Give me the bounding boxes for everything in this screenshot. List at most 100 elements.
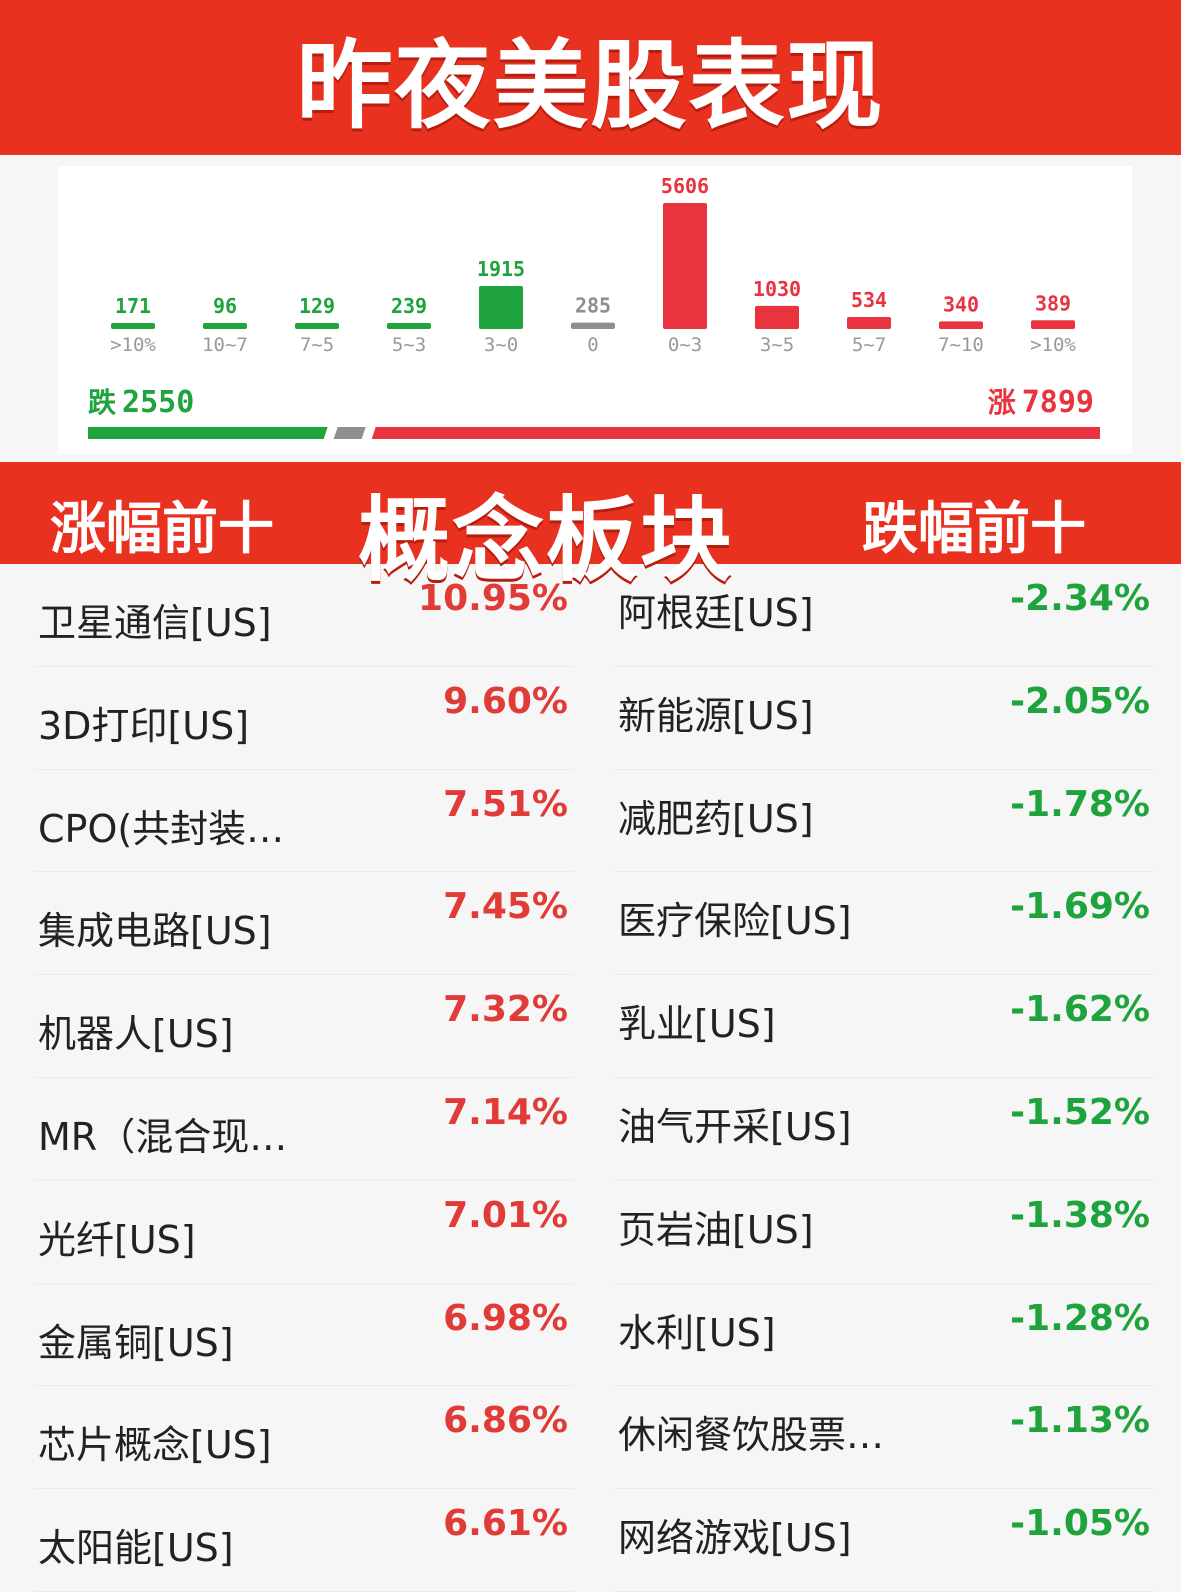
sector-change: 6.98% [443, 1297, 568, 1339]
sector-change: -1.05% [1010, 1503, 1150, 1545]
category-label: 3~5 [760, 334, 794, 356]
sector-change: 9.60% [443, 680, 568, 722]
bar [571, 322, 615, 329]
sector-name: 医疗保险[US] [618, 899, 852, 944]
list-item[interactable]: 减肥药[US] -1.78% [614, 770, 1154, 873]
page-title: 昨夜美股表现 [296, 30, 885, 142]
list-item[interactable]: 乳业[US] -1.62% [614, 975, 1154, 1078]
sector-change: -1.38% [1010, 1194, 1150, 1236]
sector-change: -1.28% [1010, 1297, 1150, 1339]
sector-name: CPO(共封装… [38, 806, 285, 851]
bar-value-label: 239 [391, 294, 427, 318]
down-breadth-segment [88, 427, 328, 439]
list-item[interactable]: 医疗保险[US] -1.69% [614, 872, 1154, 976]
sector-name: 光纤[US] [38, 1217, 196, 1262]
sector-change: -1.13% [1010, 1400, 1150, 1442]
list-item[interactable]: 阿根廷[US] -2.34% [614, 564, 1154, 667]
flat-breadth-segment [333, 427, 366, 439]
bar-value-label: 1030 [753, 277, 801, 301]
sector-name: 金属铜[US] [38, 1320, 234, 1365]
list-item[interactable]: 太阳能[US] 6.61% [34, 1489, 574, 1592]
down-count-label: 跌 2550 [88, 385, 194, 420]
sector-change: 7.32% [443, 989, 568, 1031]
sector-name: 新能源[US] [618, 693, 814, 738]
sector-change: 7.45% [443, 886, 568, 928]
sector-name: 油气开采[US] [618, 1104, 852, 1149]
list-item[interactable]: MR（混合现… 7.14% [34, 1078, 574, 1181]
bar [755, 305, 799, 329]
list-item[interactable]: 网络游戏[US] -1.05% [614, 1489, 1154, 1592]
concept-sector-heading: 概念板块 [358, 487, 735, 594]
up-breadth-segment [371, 427, 1101, 439]
sector-change: 6.61% [443, 1503, 568, 1545]
list-item[interactable]: CPO(共封装… 7.51% [34, 770, 574, 873]
bar [203, 323, 247, 329]
sector-name: 芯片概念[US] [38, 1423, 272, 1468]
category-label: 10~7 [202, 334, 248, 356]
sector-change: 7.01% [443, 1194, 568, 1236]
sector-name: 乳业[US] [618, 1002, 776, 1047]
top-losers-heading: 跌幅前十 [862, 497, 1086, 562]
sector-change: -1.78% [1010, 783, 1150, 825]
gainers-list: 卫星通信[US] 10.95% 3D打印[US] 9.60% CPO(共封装… 7.5… [34, 564, 574, 1592]
list-item[interactable]: 新能源[US] -2.05% [614, 667, 1154, 770]
category-label: 7~10 [938, 334, 984, 356]
bar-value-label: 534 [851, 288, 887, 312]
bar-value-label: 171 [115, 294, 151, 318]
bar [1031, 320, 1075, 329]
sector-name: 网络游戏[US] [618, 1516, 852, 1561]
category-label: 3~0 [484, 334, 518, 356]
bar-value-label: 129 [299, 294, 335, 318]
sector-tables: 卫星通信[US] 10.95% 3D打印[US] 9.60% CPO(共封装… 7.5… [0, 564, 1181, 1592]
list-item[interactable]: 芯片概念[US] 6.86% [34, 1386, 574, 1490]
list-item[interactable]: 集成电路[US] 7.45% [34, 872, 574, 976]
sector-name: 阿根廷[US] [618, 591, 814, 635]
bar [387, 323, 431, 329]
sector-change: 6.86% [443, 1400, 568, 1442]
section-banner: 涨幅前十 概念板块 跌幅前十 [0, 462, 1181, 594]
bar [479, 285, 523, 329]
bar [663, 203, 707, 329]
sector-change: 7.51% [443, 783, 568, 825]
list-item[interactable]: 休闲餐饮股票… -1.13% [614, 1386, 1154, 1490]
bar [111, 323, 155, 329]
list-item[interactable]: 3D打印[US] 9.60% [34, 667, 574, 770]
sector-name: 集成电路[US] [38, 909, 272, 954]
sector-name: 3D打印[US] [38, 703, 250, 748]
up-count-label: 涨 7899 [988, 385, 1094, 420]
bar-value-label: 1915 [477, 257, 525, 281]
bar-value-label: 389 [1035, 291, 1071, 315]
list-item[interactable]: 卫星通信[US] 10.95% [34, 564, 574, 667]
title-banner: 昨夜美股表现 [0, 0, 1181, 155]
sector-name: 太阳能[US] [38, 1526, 234, 1571]
list-item[interactable]: 金属铜[US] 6.98% [34, 1284, 574, 1387]
distribution-chart: 171 >10% 96 10~7 129 7~5 239 5~3 1915 3~0 285 0 5606… [88, 174, 1101, 439]
category-label: >10% [110, 334, 156, 356]
bar [295, 323, 339, 329]
bar-value-label: 96 [213, 294, 237, 318]
category-label: >10% [1030, 334, 1076, 356]
category-label: 0 [587, 334, 598, 356]
bar-value-label: 340 [943, 292, 979, 316]
category-label: 0~3 [668, 334, 702, 356]
list-item[interactable]: 光纤[US] 7.01% [34, 1181, 574, 1284]
sector-change: -1.52% [1010, 1091, 1150, 1133]
bar [847, 316, 891, 329]
list-item[interactable]: 油气开采[US] -1.52% [614, 1078, 1154, 1181]
sector-name: 卫星通信[US] [38, 601, 272, 645]
bar-value-label: 285 [575, 294, 611, 318]
top-gainers-heading: 涨幅前十 [50, 497, 274, 562]
sector-change: -1.69% [1010, 886, 1150, 928]
sector-change: -1.62% [1010, 989, 1150, 1031]
category-label: 7~5 [300, 334, 334, 356]
list-item[interactable]: 机器人[US] 7.32% [34, 975, 574, 1078]
sector-change: 7.14% [443, 1091, 568, 1133]
sector-name: 机器人[US] [38, 1012, 234, 1057]
category-label: 5~7 [852, 334, 886, 356]
sector-name: MR（混合现… [38, 1114, 288, 1159]
list-item[interactable]: 水利[US] -1.28% [614, 1284, 1154, 1387]
list-item[interactable]: 页岩油[US] -1.38% [614, 1181, 1154, 1284]
sector-name: 水利[US] [618, 1310, 776, 1355]
category-label: 5~3 [392, 334, 426, 356]
distribution-chart-card: 171 >10% 96 10~7 129 7~5 239 5~3 1915 3~0 285 0 5606… [58, 166, 1132, 454]
